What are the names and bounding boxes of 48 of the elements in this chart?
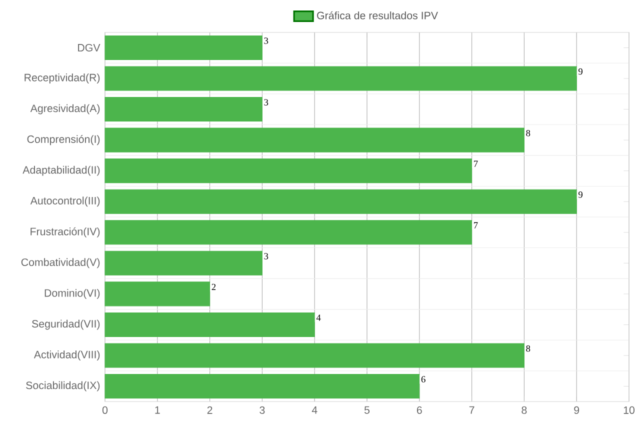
- data-label: 4: [316, 314, 321, 321]
- data-label: 9: [578, 192, 582, 198]
- y-tick-label: Receptividad(R): [24, 74, 100, 84]
- data-label: 8: [526, 345, 530, 352]
- y-tick-label: Dominio(VI): [44, 288, 100, 299]
- bar: [104, 343, 524, 368]
- y-tick-label: Combatividad(V): [21, 258, 100, 268]
- bar: [104, 97, 262, 122]
- data-label: 3: [264, 38, 268, 44]
- data-label: 7: [474, 222, 478, 228]
- bar: [104, 189, 577, 214]
- x-tick-label: 0: [102, 406, 108, 414]
- y-tick-label: Agresividad(A): [30, 104, 100, 114]
- data-label: 8: [526, 130, 530, 136]
- bar: [104, 35, 262, 60]
- y-tick-label: Sociabilidad(IX): [26, 381, 100, 392]
- bar: [104, 250, 262, 276]
- data-label: 2: [212, 284, 216, 290]
- x-tick-label: 5: [364, 406, 370, 414]
- y-tick-label: Adaptabilidad(II): [22, 166, 100, 176]
- data-label: 3: [264, 99, 268, 106]
- y-tick-label: Actividad(VIII): [34, 350, 100, 360]
- data-label: 6: [421, 376, 426, 382]
- x-tick-label: 3: [260, 406, 265, 414]
- y-tick-label: Autocontrol(III): [30, 196, 100, 207]
- bar: [104, 374, 420, 399]
- y-tick-label: Frustración(IV): [30, 227, 100, 238]
- y-tick-label: DGV: [78, 44, 100, 52]
- x-tick-label: 9: [574, 406, 580, 414]
- x-tick-label: 8: [522, 406, 527, 414]
- data-label: 9: [578, 68, 582, 75]
- x-tick-label: 10: [624, 406, 635, 414]
- bar: [104, 282, 210, 306]
- x-tick-label: 2: [207, 406, 212, 414]
- x-tick-label: 6: [416, 406, 422, 414]
- x-tick-label: 7: [469, 406, 474, 414]
- y-tick-label: Seguridad(VII): [32, 320, 100, 330]
- bar: [104, 66, 577, 91]
- bar: [104, 312, 315, 337]
- x-tick-label: 1: [155, 406, 160, 414]
- bar: [104, 158, 472, 184]
- legend-label: Gráfica de resultados IPV: [317, 11, 438, 20]
- bar: [104, 220, 472, 245]
- bar: [104, 128, 524, 152]
- data-label: 7: [474, 160, 478, 167]
- x-tick-label: 4: [312, 406, 318, 414]
- y-tick-label: Comprensión(I): [27, 135, 100, 146]
- data-label: 3: [264, 253, 268, 260]
